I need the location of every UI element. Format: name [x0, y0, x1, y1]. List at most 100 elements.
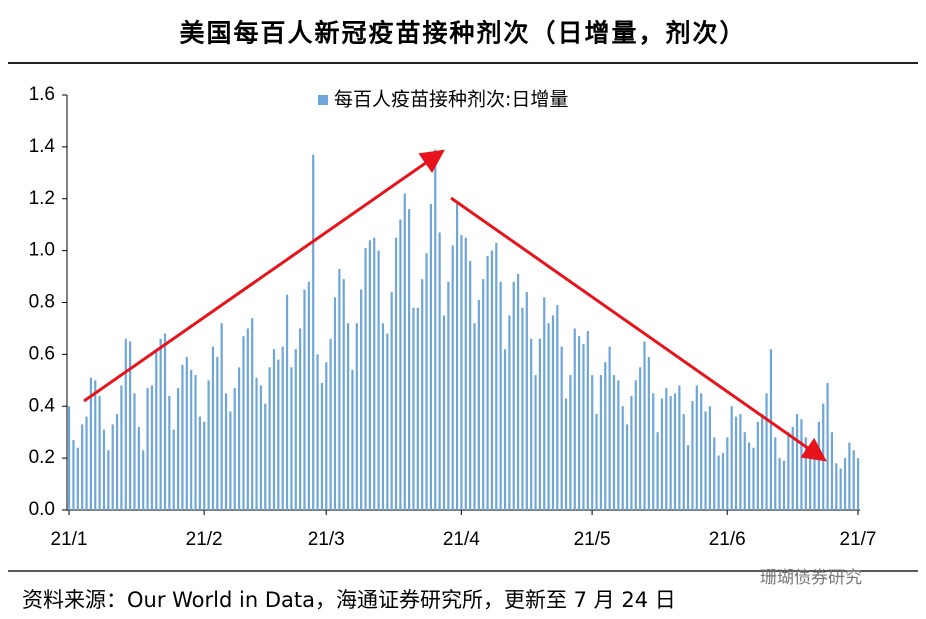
bar	[220, 323, 223, 510]
x-tick-label: 21/2	[186, 529, 223, 550]
bar	[826, 382, 829, 510]
bar	[495, 242, 498, 510]
bar	[617, 380, 620, 510]
bar	[774, 437, 777, 510]
bar	[408, 209, 411, 510]
bar	[630, 395, 633, 510]
y-tick-label: 1.2	[29, 188, 55, 209]
bar	[129, 341, 132, 510]
bar	[146, 388, 149, 510]
bar	[652, 393, 655, 510]
bar	[547, 323, 550, 510]
bar	[198, 416, 201, 510]
bar	[639, 367, 642, 510]
bar	[839, 468, 842, 510]
x-tick-label: 21/1	[51, 529, 88, 550]
legend-label: 每百人疫苗接种剂次:日增量	[334, 89, 568, 111]
bar	[486, 255, 489, 510]
bar	[89, 377, 92, 510]
bar	[381, 323, 385, 510]
bar	[172, 429, 175, 510]
bar	[591, 375, 594, 510]
bar	[434, 149, 437, 510]
bar	[534, 375, 537, 510]
bar	[656, 432, 659, 510]
bar	[238, 367, 241, 510]
bar	[303, 289, 306, 510]
bar	[185, 356, 188, 510]
bar	[525, 292, 528, 510]
bar	[124, 338, 127, 510]
bar	[399, 219, 402, 510]
bar	[259, 385, 263, 510]
bar	[455, 203, 459, 510]
bar	[111, 424, 114, 510]
up-arrow	[83, 149, 445, 403]
bar	[756, 421, 759, 510]
bar	[761, 414, 764, 510]
bar	[852, 450, 855, 510]
bar	[115, 414, 119, 510]
bar	[246, 328, 249, 510]
bar	[416, 307, 419, 510]
x-tick-label: 21/7	[840, 529, 877, 550]
bar	[599, 375, 603, 510]
bar	[660, 398, 664, 510]
bar	[787, 432, 790, 510]
y-tick-label: 0.2	[29, 447, 55, 468]
bar	[351, 369, 354, 510]
bar	[848, 442, 851, 510]
bar	[211, 346, 215, 510]
bar	[791, 427, 794, 510]
x-tick-label: 21/3	[308, 529, 345, 550]
bar	[782, 460, 786, 510]
bar	[769, 349, 773, 510]
watermark: 珊瑚债券研究	[760, 568, 862, 588]
bar	[804, 437, 807, 510]
bar	[329, 338, 332, 510]
bar	[272, 349, 276, 510]
bar	[695, 385, 698, 510]
bar	[717, 455, 720, 510]
bar	[678, 385, 681, 510]
bar	[830, 432, 834, 510]
bar	[203, 421, 206, 510]
bar	[176, 388, 180, 510]
bar	[163, 333, 167, 510]
bar	[809, 455, 812, 510]
bar	[429, 203, 433, 510]
bar	[739, 414, 742, 510]
bar	[216, 356, 219, 510]
bar	[360, 289, 363, 510]
bar	[181, 364, 184, 510]
bar	[686, 445, 690, 510]
bar	[857, 458, 860, 510]
bar	[68, 406, 71, 510]
bar	[333, 297, 337, 510]
bar	[377, 250, 380, 510]
bar	[460, 235, 463, 510]
bar	[102, 429, 106, 510]
bar	[604, 362, 607, 510]
plot-area: 0.0 0.2 0.4 0.6 0.8 1.0 1.2 1.4 1.6 每百人疫苗接种剂次:日增量…	[29, 84, 877, 550]
bar	[530, 338, 533, 510]
y-tick-label: 0.8	[29, 292, 55, 313]
bar	[312, 154, 315, 510]
x-tick-label: 21/5	[574, 529, 611, 550]
bar	[394, 237, 398, 510]
bar	[582, 344, 585, 510]
bar	[634, 380, 637, 510]
bar	[817, 421, 820, 510]
bar	[233, 388, 236, 510]
bar	[647, 356, 650, 510]
bar	[81, 424, 84, 510]
bar	[412, 307, 415, 510]
bar	[133, 393, 136, 510]
bar	[277, 359, 280, 510]
bar	[612, 375, 616, 510]
bar	[673, 393, 677, 510]
trend-arrows	[83, 149, 827, 462]
bar	[464, 237, 467, 510]
bar	[346, 323, 350, 510]
bar	[734, 416, 738, 510]
